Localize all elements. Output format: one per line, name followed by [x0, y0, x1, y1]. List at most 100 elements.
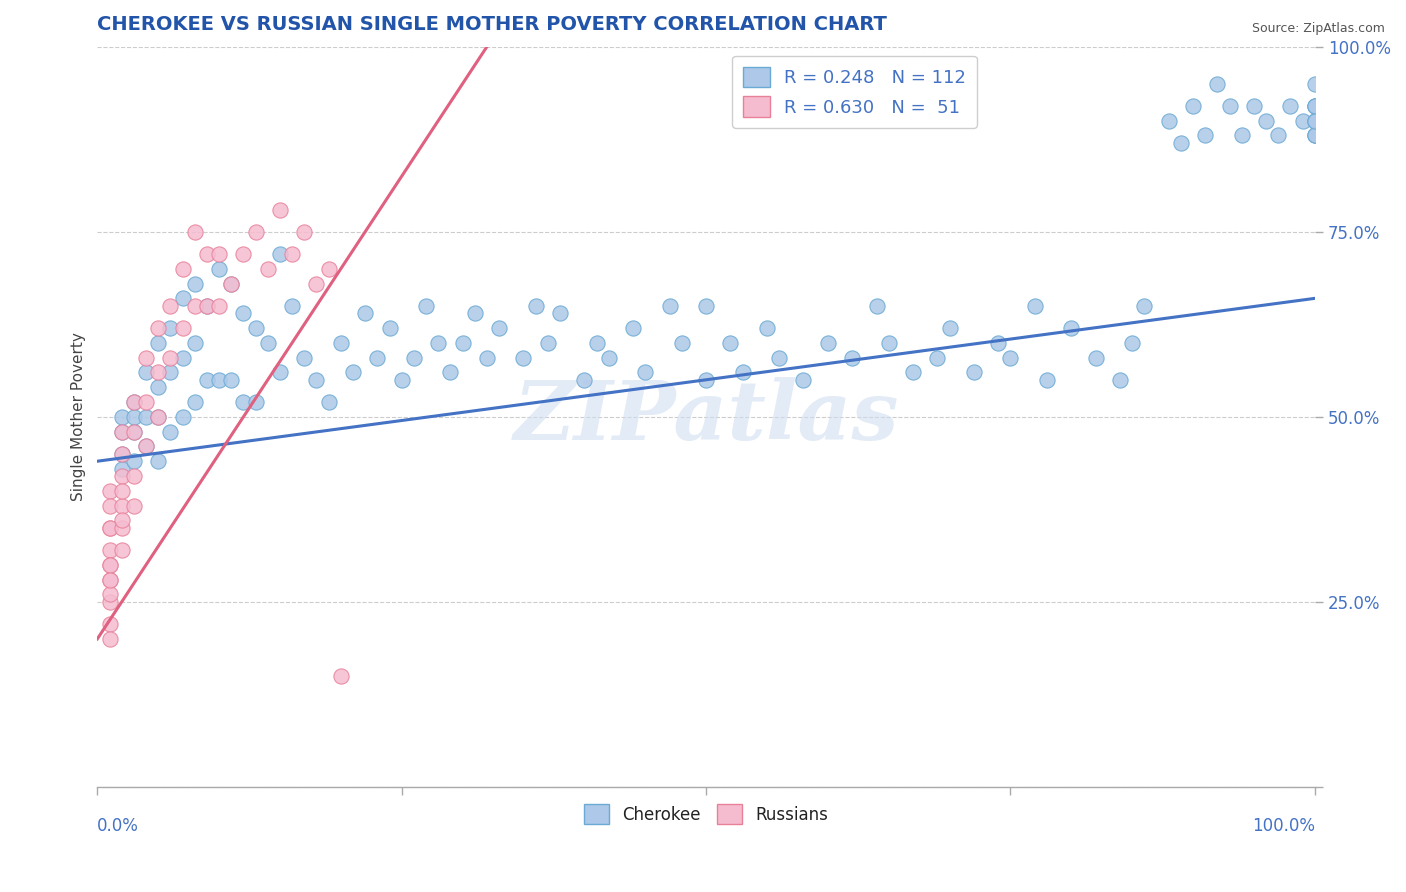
Point	[98, 543, 121, 558]
Point	[98, 573, 121, 587]
Point	[1303, 99, 1326, 113]
Point	[195, 299, 218, 313]
Point	[172, 409, 194, 424]
Point	[111, 469, 134, 483]
Point	[122, 454, 145, 468]
Point	[135, 439, 157, 453]
Point	[111, 425, 134, 439]
Point	[219, 277, 242, 291]
Point	[1024, 299, 1046, 313]
Point	[122, 425, 145, 439]
Point	[208, 247, 231, 261]
Point	[1303, 113, 1326, 128]
Point	[427, 335, 450, 350]
Point	[111, 409, 134, 424]
Point	[720, 335, 742, 350]
Y-axis label: Single Mother Poverty: Single Mother Poverty	[72, 333, 86, 501]
Point	[111, 447, 134, 461]
Point	[1303, 99, 1326, 113]
Point	[1182, 99, 1205, 113]
Point	[98, 521, 121, 535]
Point	[1303, 113, 1326, 128]
Point	[671, 335, 693, 350]
Point	[159, 425, 181, 439]
Point	[305, 373, 328, 387]
Point	[1303, 128, 1326, 143]
Point	[877, 335, 900, 350]
Point	[159, 365, 181, 379]
Point	[98, 632, 121, 646]
Point	[391, 373, 413, 387]
Point	[148, 365, 170, 379]
Point	[574, 373, 596, 387]
Point	[184, 335, 207, 350]
Point	[122, 395, 145, 409]
Point	[148, 409, 170, 424]
Point	[402, 351, 425, 365]
Point	[755, 321, 778, 335]
Point	[232, 306, 254, 320]
Point	[122, 469, 145, 483]
Point	[245, 321, 267, 335]
Point	[135, 365, 157, 379]
Point	[148, 380, 170, 394]
Point	[938, 321, 960, 335]
Point	[451, 335, 474, 350]
Point	[195, 373, 218, 387]
Point	[598, 351, 620, 365]
Point	[269, 247, 291, 261]
Point	[159, 351, 181, 365]
Point	[172, 321, 194, 335]
Point	[232, 395, 254, 409]
Point	[1291, 113, 1313, 128]
Point	[378, 321, 401, 335]
Point	[122, 425, 145, 439]
Point	[1060, 321, 1083, 335]
Point	[634, 365, 657, 379]
Point	[305, 277, 328, 291]
Point	[111, 513, 134, 527]
Point	[148, 321, 170, 335]
Point	[963, 365, 986, 379]
Point	[135, 351, 157, 365]
Point	[98, 558, 121, 572]
Point	[1303, 77, 1326, 91]
Point	[292, 351, 315, 365]
Point	[1036, 373, 1059, 387]
Point	[1219, 99, 1241, 113]
Point	[256, 335, 278, 350]
Legend: Cherokee, Russians: Cherokee, Russians	[576, 797, 835, 830]
Point	[159, 299, 181, 313]
Point	[318, 395, 340, 409]
Point	[111, 425, 134, 439]
Point	[731, 365, 754, 379]
Point	[195, 299, 218, 313]
Point	[439, 365, 461, 379]
Point	[122, 409, 145, 424]
Point	[184, 225, 207, 239]
Point	[1109, 373, 1132, 387]
Text: Source: ZipAtlas.com: Source: ZipAtlas.com	[1251, 22, 1385, 36]
Point	[135, 439, 157, 453]
Point	[695, 373, 717, 387]
Point	[292, 225, 315, 239]
Point	[148, 409, 170, 424]
Point	[1303, 128, 1326, 143]
Text: CHEROKEE VS RUSSIAN SINGLE MOTHER POVERTY CORRELATION CHART: CHEROKEE VS RUSSIAN SINGLE MOTHER POVERT…	[97, 15, 887, 34]
Point	[1303, 99, 1326, 113]
Point	[269, 365, 291, 379]
Point	[208, 299, 231, 313]
Point	[927, 351, 949, 365]
Point	[98, 595, 121, 609]
Point	[695, 299, 717, 313]
Point	[1303, 113, 1326, 128]
Point	[98, 558, 121, 572]
Point	[841, 351, 863, 365]
Point	[1121, 335, 1143, 350]
Point	[1279, 99, 1302, 113]
Point	[122, 499, 145, 513]
Point	[172, 291, 194, 305]
Point	[354, 306, 377, 320]
Point	[111, 543, 134, 558]
Point	[184, 299, 207, 313]
